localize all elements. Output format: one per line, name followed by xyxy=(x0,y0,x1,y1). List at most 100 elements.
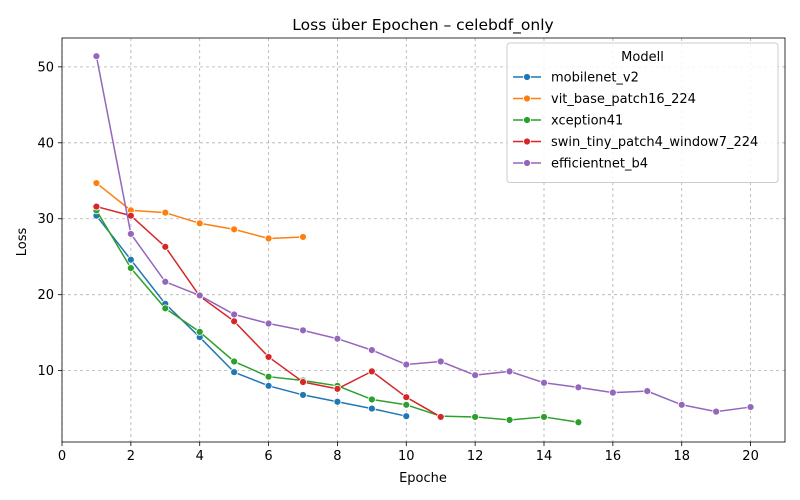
y-tick-label: 20 xyxy=(37,288,54,303)
legend-entry: vit_base_patch16_224 xyxy=(513,92,696,107)
y-tick-label: 50 xyxy=(37,60,54,75)
x-tick-label: 12 xyxy=(467,449,484,464)
x-axis-label: Epoche xyxy=(399,471,447,486)
data-point xyxy=(540,378,548,387)
data-point xyxy=(92,179,101,187)
data-point xyxy=(126,264,135,272)
data-point xyxy=(195,219,204,228)
data-point xyxy=(126,230,135,238)
legend-entry: efficientnet_b4 xyxy=(513,157,648,172)
legend-box xyxy=(506,42,779,183)
legend-label: xception41 xyxy=(551,114,623,129)
legend-swatch-marker xyxy=(523,137,531,146)
data-point xyxy=(402,393,411,402)
data-point xyxy=(195,327,204,336)
data-point xyxy=(677,400,686,409)
data-point xyxy=(471,371,480,380)
x-tick-label: 10 xyxy=(398,449,415,464)
legend-entry: xception41 xyxy=(513,114,623,129)
data-point xyxy=(299,233,307,241)
legend-swatch-marker xyxy=(523,94,531,103)
data-point xyxy=(299,391,307,399)
y-tick-label: 40 xyxy=(37,136,54,151)
data-point xyxy=(608,388,617,397)
data-point xyxy=(126,255,135,264)
data-point xyxy=(436,413,445,421)
x-tick-label: 14 xyxy=(536,449,553,464)
data-point xyxy=(230,317,239,326)
data-point xyxy=(161,242,170,251)
x-tick-label: 2 xyxy=(127,449,135,464)
data-point xyxy=(333,397,342,406)
data-point xyxy=(230,368,239,377)
x-tick-label: 0 xyxy=(58,449,66,464)
x-tick-label: 4 xyxy=(196,449,204,464)
data-point xyxy=(299,326,307,335)
series-line xyxy=(95,56,751,413)
data-point xyxy=(402,360,411,369)
x-tick-label: 8 xyxy=(333,449,341,464)
data-point xyxy=(505,416,514,424)
data-point xyxy=(230,357,239,366)
data-point xyxy=(264,319,273,328)
data-point xyxy=(333,334,342,343)
series-efficientnet_b4 xyxy=(92,52,755,416)
x-tick-label: 16 xyxy=(605,449,622,464)
data-point xyxy=(402,400,411,409)
series-layer xyxy=(92,52,755,427)
data-point xyxy=(712,407,721,416)
data-point xyxy=(161,277,170,286)
y-axis-label: Loss xyxy=(15,228,30,257)
data-point xyxy=(92,52,101,61)
plot-frame xyxy=(61,37,786,443)
data-point xyxy=(574,383,583,392)
data-point xyxy=(230,310,239,319)
legend-entry: mobilenet_v2 xyxy=(513,71,639,86)
x-tick-label: 20 xyxy=(742,449,759,464)
legend-label: efficientnet_b4 xyxy=(551,157,648,172)
data-point xyxy=(161,208,170,217)
data-point xyxy=(333,384,342,393)
data-point xyxy=(92,202,101,211)
series-mobilenet_v2 xyxy=(92,211,411,421)
data-point xyxy=(367,404,376,413)
data-point xyxy=(367,395,376,404)
legend-title: Modell xyxy=(621,50,664,65)
data-point xyxy=(264,353,273,361)
data-point xyxy=(540,413,548,421)
chart-title: Loss über Epochen – celebdf_only xyxy=(292,16,553,35)
legend-label: swin_tiny_patch4_window7_224 xyxy=(551,135,758,150)
legend-label: vit_base_patch16_224 xyxy=(551,92,696,107)
data-point xyxy=(471,413,480,421)
y-axis-ticks: 10 20 30 40 50 xyxy=(37,60,62,379)
x-axis-ticks: 0 2 4 6 8 10 12 14 16 18 20 xyxy=(58,442,759,464)
data-point xyxy=(195,291,204,300)
legend: Modell mobilenet_v2 vit_base_patch16_224x… xyxy=(506,42,779,183)
data-point xyxy=(264,381,273,390)
data-point xyxy=(643,387,652,396)
x-tick-label: 6 xyxy=(264,449,272,464)
data-point xyxy=(264,372,273,381)
data-point xyxy=(574,418,583,427)
legend-label: mobilenet_v2 xyxy=(551,71,639,86)
data-point xyxy=(436,357,445,366)
data-point xyxy=(402,412,411,421)
data-point xyxy=(299,378,307,386)
data-point xyxy=(161,304,170,313)
x-tick-label: 18 xyxy=(673,449,690,464)
y-tick-label: 30 xyxy=(37,212,54,227)
y-tick-label: 10 xyxy=(37,364,54,379)
data-point xyxy=(505,367,514,376)
data-point xyxy=(367,346,376,355)
data-point xyxy=(230,225,239,234)
legend-swatch-marker xyxy=(523,159,531,167)
legend-swatch-marker xyxy=(523,73,531,81)
series-vit_base_patch16_224 xyxy=(92,179,307,243)
series-line xyxy=(95,215,407,417)
data-point xyxy=(367,367,376,376)
data-point xyxy=(746,403,755,411)
legend-swatch-marker xyxy=(523,116,531,124)
legend-entry: swin_tiny_patch4_window7_224 xyxy=(513,135,758,150)
data-point xyxy=(264,234,273,243)
